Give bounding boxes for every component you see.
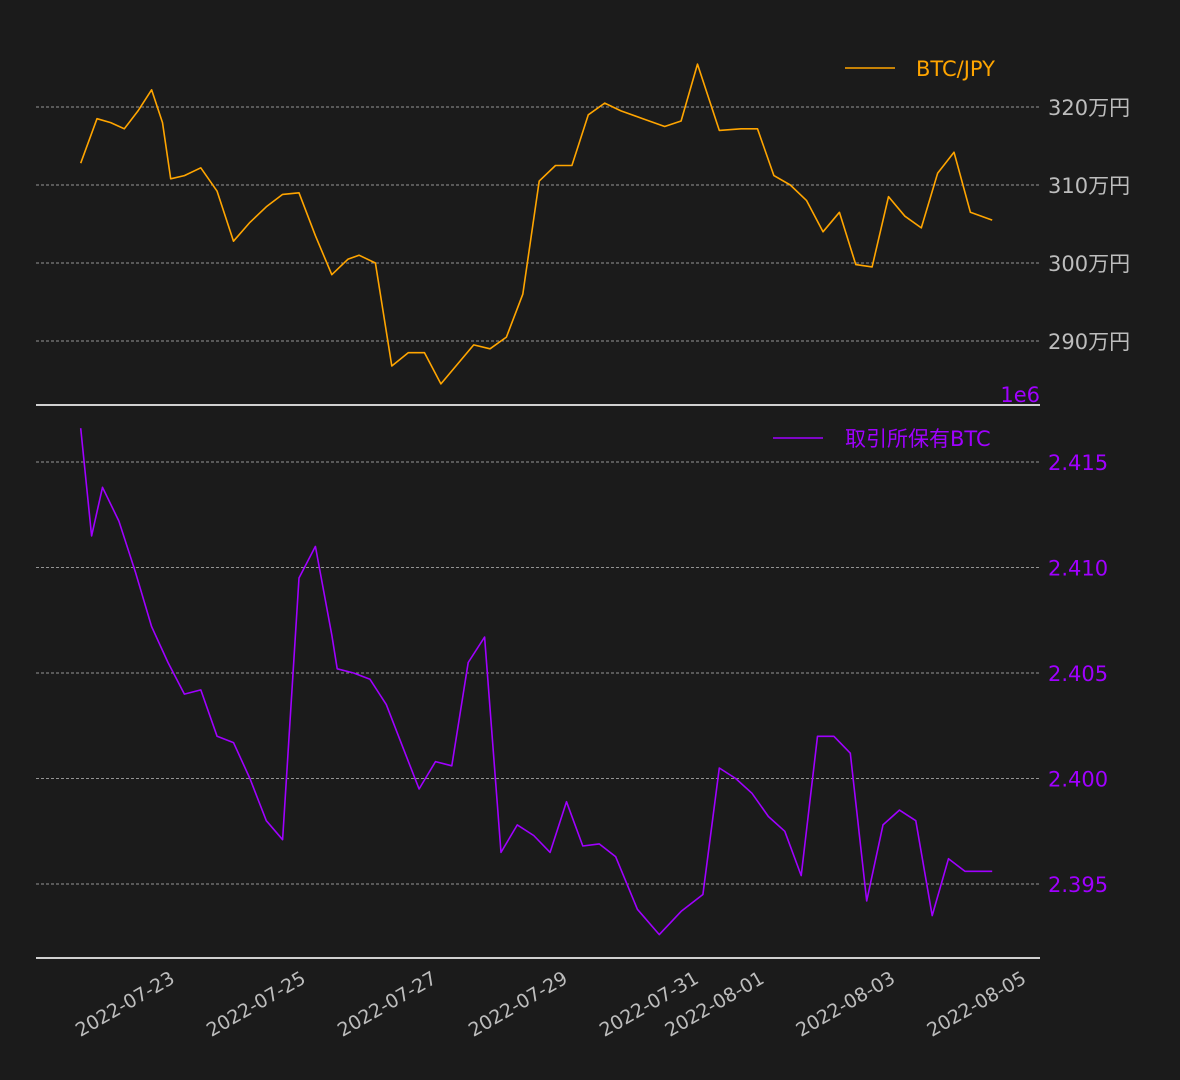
- ytick-label: 2.400: [1048, 768, 1108, 792]
- btc-jpy-yaxis-ticks: 320万円 310万円 300万円 290万円: [1048, 96, 1130, 354]
- btc-jpy-panel: 320万円 310万円 300万円 290万円 BTC/JPY: [36, 57, 1130, 406]
- ytick-label: 2.395: [1048, 873, 1108, 897]
- ytick-label: 310万円: [1048, 174, 1130, 198]
- ytick-label: 2.410: [1048, 557, 1108, 581]
- exchange-btc-line: [79, 428, 993, 936]
- btc-jpy-gridlines: [36, 106, 1040, 342]
- ytick-label: 2.415: [1048, 451, 1108, 475]
- legend-label-btc-jpy: BTC/JPY: [916, 57, 995, 81]
- btc-jpy-line: [79, 63, 993, 385]
- exchange-btc-yaxis-ticks: 2.415 2.410 2.405 2.400 2.395: [1048, 451, 1108, 897]
- legend-label-exchange-btc: 取引所保有BTC: [845, 427, 991, 451]
- exchange-btc-panel: 2.415 2.410 2.405 2.400 2.395 1e6 取引所保有BTC: [36, 383, 1108, 959]
- ytick-label: 290万円: [1048, 330, 1130, 354]
- ytick-label: 2.405: [1048, 662, 1108, 686]
- exchange-btc-legend: 取引所保有BTC: [773, 427, 991, 451]
- ytick-label: 300万円: [1048, 252, 1130, 276]
- yaxis-offset-label: 1e6: [1000, 383, 1040, 407]
- ytick-label: 320万円: [1048, 96, 1130, 120]
- btc-jpy-legend: BTC/JPY: [845, 57, 995, 81]
- exchange-btc-gridlines: [36, 461, 1040, 885]
